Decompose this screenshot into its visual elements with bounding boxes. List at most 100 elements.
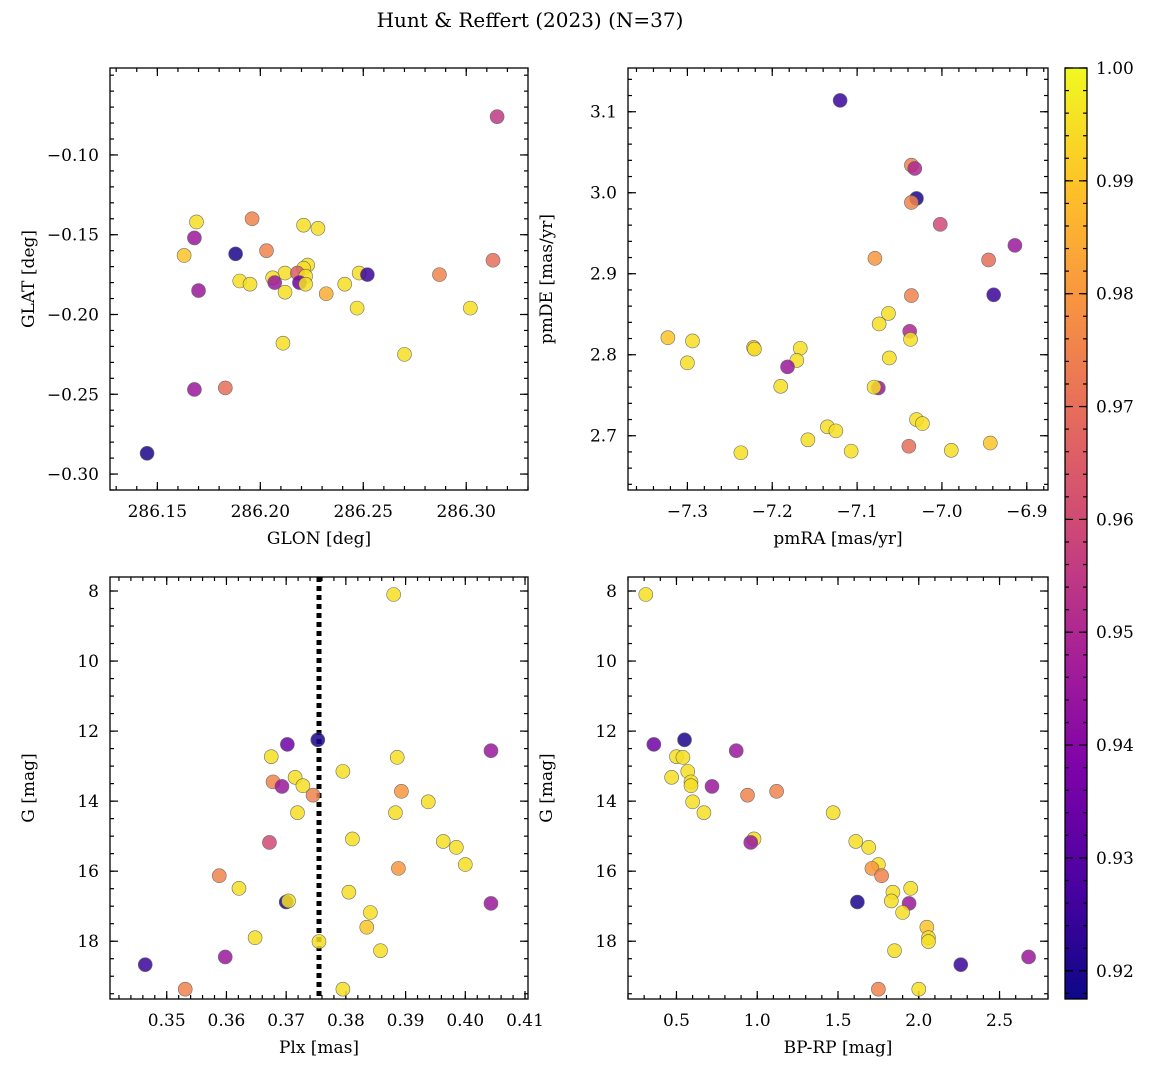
data-point [310, 221, 326, 236]
data-point [638, 587, 654, 602]
data-point [335, 764, 351, 779]
data-point [677, 732, 692, 748]
data-point [660, 330, 676, 346]
data-point [191, 283, 206, 298]
data-point [680, 355, 695, 371]
y-tick-label: −0.20 [47, 305, 99, 325]
data-point [683, 778, 699, 794]
y-tick-label: 2.7 [590, 427, 617, 447]
y-tick-label: 12 [595, 722, 617, 742]
x-tick-label: −6.9 [1006, 502, 1047, 522]
data-point [211, 868, 227, 884]
data-point [664, 770, 679, 785]
x-axis-label: Plx [mas] [279, 1038, 359, 1058]
data-point [747, 341, 762, 357]
data-point [1007, 238, 1023, 253]
panel-plx-g: 0.35 0.36 0.37 0.38 0.39 0.40 0.41 8 10 12 14 16 18 P… [19, 576, 544, 1058]
data-point [373, 943, 388, 958]
data-point [360, 267, 375, 282]
data-point [646, 737, 662, 752]
data-point [696, 805, 712, 820]
data-point [843, 443, 859, 459]
data-point [242, 276, 258, 292]
x-tick-label: 0.40 [446, 1011, 484, 1031]
data-point [298, 276, 313, 292]
x-tick-label: 0.37 [267, 1011, 305, 1031]
y-tick-label: −0.30 [47, 465, 99, 485]
data-point [228, 246, 243, 262]
x-tick-label: −7.1 [836, 502, 877, 522]
data-point [244, 211, 260, 227]
colorbar-tick-label: 0.96 [1096, 510, 1134, 530]
x-tick-label: −7.3 [667, 502, 708, 522]
data-point [769, 784, 784, 799]
data-point [871, 981, 886, 997]
data-point [386, 587, 401, 602]
data-point [773, 379, 789, 394]
axes-frame [109, 576, 529, 1000]
y-axis-label: pmDE [mas/yr] [537, 214, 557, 344]
data-point [740, 787, 755, 803]
data-point [675, 750, 691, 765]
panel-glon-glat: 286.15 286.20 286.25 286.30 −0.10 −0.15 −0.20 −… [19, 67, 529, 549]
data-point [850, 894, 865, 910]
panels: 286.15 286.20 286.25 286.30 −0.10 −0.15 −0.20 −… [19, 67, 1049, 1058]
axes-frame [109, 67, 529, 491]
data-point [139, 446, 155, 461]
data-point [275, 335, 291, 351]
data-point [341, 884, 357, 900]
x-tick-label: 2.0 [905, 1011, 932, 1031]
y-tick-label: 18 [77, 932, 99, 952]
data-point [177, 981, 193, 997]
data-point [217, 949, 233, 965]
x-tick-label: 286.25 [334, 502, 393, 522]
figure-title: Hunt & Reffert (2023) (N=37) [377, 8, 684, 32]
y-axis-label: G [mag] [537, 753, 557, 822]
data-point [828, 423, 844, 439]
y-tick-label: 14 [595, 792, 617, 812]
data-point [457, 857, 473, 872]
data-point [363, 905, 378, 920]
data-point [359, 919, 375, 935]
data-point [290, 805, 305, 820]
y-axis-label: GLAT [deg] [19, 230, 39, 328]
colorbar-tick-label: 0.93 [1096, 849, 1134, 869]
data-point [311, 934, 327, 949]
y-tick-label: 16 [595, 862, 617, 882]
data-point [310, 732, 326, 748]
data-point [345, 831, 360, 847]
colorbar-tick-label: 0.94 [1096, 736, 1134, 756]
data-point [901, 438, 917, 454]
colorbar-tick-label: 0.95 [1096, 623, 1134, 643]
data-point [389, 750, 405, 765]
y-tick-label: 10 [595, 652, 617, 672]
x-tick-label: 1.0 [744, 1011, 771, 1031]
data-point [335, 981, 351, 997]
x-tick-label: −7.2 [752, 502, 793, 522]
data-point [247, 930, 263, 946]
x-tick-label: 1.5 [824, 1011, 851, 1031]
y-tick-label: 10 [77, 652, 99, 672]
y-tick-label: 12 [77, 722, 99, 742]
x-tick-label: 0.5 [663, 1011, 690, 1031]
data-point [274, 779, 290, 794]
data-point [231, 881, 247, 896]
data-point [435, 834, 451, 849]
data-point [489, 109, 505, 124]
data-point [915, 416, 930, 431]
panel-bprp-g: 0.5 1.0 1.5 2.0 2.5 8 10 12 14 16 18 BP-RP [mag] G [… [537, 576, 1049, 1058]
data-point [903, 881, 918, 896]
data-point [780, 359, 795, 375]
x-axis-label: BP-RP [mag] [784, 1038, 893, 1058]
x-tick-label: 0.36 [208, 1011, 246, 1031]
x-tick-label: 286.20 [231, 502, 290, 522]
colorbar-tick-label: 0.92 [1096, 962, 1134, 982]
x-axis-label: pmRA [mas/yr] [773, 529, 902, 549]
data-point [187, 382, 202, 397]
data-point [296, 217, 311, 233]
data-point [871, 316, 887, 332]
data-point [881, 306, 896, 321]
y-tick-label: −0.25 [47, 385, 99, 405]
data-point [983, 435, 998, 451]
